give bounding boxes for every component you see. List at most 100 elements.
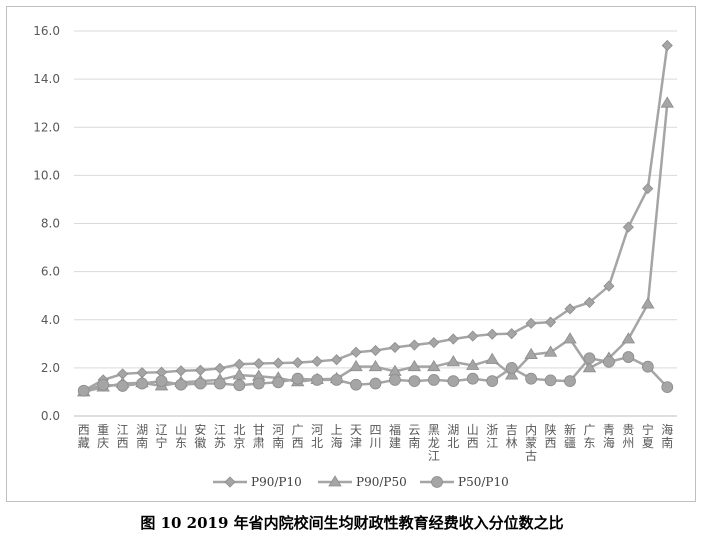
diamond-marker — [564, 303, 576, 315]
x-tick-label: 辽宁 — [156, 423, 168, 450]
gridlines — [74, 30, 677, 417]
x-tick-label: 浙江 — [486, 423, 498, 450]
figure-caption: 图 10 2019 年省内院校间生均财政性教育经费收入分位数之比 — [140, 514, 564, 532]
diamond-marker — [486, 328, 498, 340]
x-tick-label: 安徽 — [194, 422, 206, 450]
triangle-marker — [407, 359, 422, 372]
circle-marker — [116, 380, 129, 392]
diamond-marker — [175, 365, 187, 377]
circle-marker — [97, 378, 110, 391]
diamond-marker — [506, 328, 518, 340]
y-tick-label: 2.0 — [41, 361, 60, 375]
circle-marker — [291, 372, 304, 385]
y-axis: 0.0 2.0 4.0 6.0 8.0 10.0 12.0 14.0 16.0 — [33, 24, 60, 423]
triangle-marker — [427, 359, 441, 372]
legend-label: P90/P10 — [251, 475, 302, 489]
circle-marker — [408, 375, 421, 388]
diamond-marker — [544, 316, 557, 328]
x-tick-label: 陕西 — [545, 422, 557, 450]
diamond-marker — [253, 357, 265, 370]
triangle-marker — [563, 332, 577, 344]
triangle-marker — [524, 347, 538, 360]
circle-marker — [155, 375, 168, 388]
diamond-marker — [622, 221, 634, 233]
circle-marker — [350, 378, 362, 391]
diamond-marker — [311, 355, 323, 367]
diamond-marker — [408, 339, 420, 351]
x-tick-label: 贵州 — [622, 423, 634, 450]
circle-marker — [77, 384, 90, 397]
y-tick-label: 8.0 — [41, 217, 60, 231]
x-tick-label: 广西 — [292, 423, 304, 450]
x-tick-label: 广东 — [583, 423, 595, 450]
circle-marker — [136, 377, 148, 390]
x-tick-label: 北京 — [233, 423, 245, 450]
legend-item: P90/P10 — [213, 475, 302, 489]
x-tick-label: 天津 — [350, 423, 362, 450]
x-tick-label: 甘肃 — [253, 423, 265, 450]
circle-marker — [622, 351, 635, 363]
x-axis: 西藏重庆江西湖南辽宁山东安徽江苏北京甘肃河南广西河北上海天津四川福建云南黑龙江湖… — [74, 415, 677, 463]
triangle-marker — [446, 355, 461, 367]
circle-marker — [175, 378, 187, 391]
x-tick-label: 上海 — [331, 423, 343, 450]
circle-marker — [252, 377, 265, 390]
circle-marker — [272, 376, 285, 389]
series-p50-p10 — [77, 351, 674, 397]
legend-item: P90/P50 — [318, 475, 407, 489]
circle-marker — [641, 360, 654, 373]
x-tick-label: 青海 — [603, 423, 615, 450]
x-tick-label: 湖北 — [447, 422, 459, 450]
y-tick-label: 0.0 — [41, 409, 60, 423]
x-tick-label: 山东 — [175, 423, 187, 450]
x-tick-label: 福建 — [389, 422, 401, 450]
circle-marker — [466, 372, 479, 385]
circle-marker — [486, 375, 499, 388]
circle-marker — [583, 352, 596, 365]
circle-marker — [525, 372, 538, 385]
diamond-marker — [447, 333, 459, 345]
triangle-marker — [621, 332, 636, 344]
circle-marker — [389, 374, 401, 386]
diamond-marker — [428, 337, 440, 349]
circle-marker — [369, 377, 382, 390]
triangle-marker — [349, 359, 363, 372]
y-tick-label: 12.0 — [33, 120, 60, 134]
diamond-marker — [603, 280, 615, 292]
circle-marker — [431, 476, 443, 488]
x-tick-label: 重庆 — [97, 423, 109, 450]
x-tick-label: 河南 — [272, 423, 284, 450]
diamond-marker — [525, 317, 537, 329]
x-tick-label: 新疆 — [564, 422, 576, 450]
legend-label: P90/P50 — [356, 475, 407, 489]
y-tick-label: 4.0 — [41, 313, 60, 327]
circle-marker — [233, 379, 246, 392]
legend-label: P50/P10 — [458, 475, 509, 489]
x-tick-label: 黑龙江 — [428, 423, 440, 463]
x-tick-label: 江西 — [117, 423, 129, 450]
circle-marker — [544, 374, 557, 387]
triangle-marker — [641, 297, 655, 309]
diamond-marker — [224, 476, 236, 488]
diamond-marker — [194, 364, 207, 376]
diamond-marker — [214, 362, 226, 374]
y-tick-label: 16.0 — [33, 24, 60, 38]
circle-marker — [311, 374, 324, 386]
triangle-marker — [368, 359, 383, 372]
triangle-marker — [504, 368, 519, 380]
y-tick-label: 10.0 — [33, 168, 60, 182]
x-tick-label: 宁夏 — [642, 422, 654, 450]
circle-marker — [330, 374, 343, 386]
legend: P90/P10 P90/P50 P50/P10 — [213, 475, 509, 489]
x-tick-label: 吉林 — [506, 423, 518, 450]
circle-marker — [447, 375, 460, 388]
circle-marker — [194, 377, 207, 390]
diamond-marker — [642, 183, 654, 195]
series-group — [77, 39, 674, 397]
triangle-marker — [232, 368, 247, 380]
triangle-marker — [485, 352, 499, 364]
legend-item: P50/P10 — [420, 475, 509, 489]
circle-marker — [505, 361, 518, 374]
triangle-marker — [660, 96, 674, 108]
circle-marker — [427, 374, 440, 386]
